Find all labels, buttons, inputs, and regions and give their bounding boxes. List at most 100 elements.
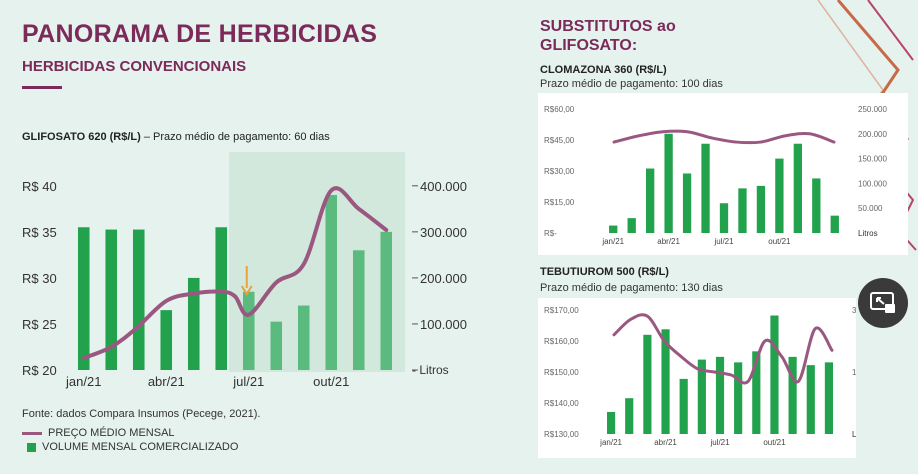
volume-bar bbox=[270, 321, 283, 370]
tebutiurom-price-line bbox=[612, 313, 834, 385]
legend-price-label: PREÇO MÉDIO MENSAL bbox=[48, 427, 175, 439]
volume-bar bbox=[352, 250, 365, 370]
volume-bar bbox=[788, 356, 797, 434]
volume-bar bbox=[775, 158, 784, 233]
arrow-head bbox=[240, 285, 253, 296]
volume-bar bbox=[643, 334, 652, 434]
left-tick-label: R$170,00 bbox=[544, 306, 579, 315]
main-chart-caption-rest: – Prazo médio de pagamento: 60 dias bbox=[140, 131, 330, 143]
legend-bar-swatch bbox=[27, 442, 36, 452]
x-tick-label: out/21 bbox=[313, 374, 349, 389]
x-tick-label: jul/21 bbox=[232, 374, 264, 389]
volume-bar bbox=[719, 203, 729, 233]
clomazona-unit-label: Litros bbox=[858, 229, 878, 238]
expand-screen-button[interactable] bbox=[858, 278, 908, 328]
volume-bar bbox=[824, 362, 834, 434]
volume-bar bbox=[132, 229, 145, 370]
legend-line-swatch bbox=[22, 431, 42, 435]
price-line bbox=[81, 186, 389, 361]
volume-bar bbox=[77, 227, 90, 370]
volume-bar bbox=[756, 185, 766, 233]
volume-bar bbox=[701, 143, 710, 233]
clomazona-chart: R$- R$15,00 R$30,00 R$45,00 R$60,00 50.000 100… bbox=[538, 93, 908, 255]
volume-bar bbox=[664, 133, 673, 233]
substitutes-title-line2: GLIFOSATO: bbox=[540, 37, 638, 54]
highlight-region bbox=[229, 152, 405, 372]
left-tick-label: R$- bbox=[544, 229, 557, 238]
panel1-subtitle: Prazo médio de pagamento: 100 dias bbox=[540, 78, 723, 90]
x-tick-label: jan/21 bbox=[601, 237, 624, 246]
volume-bar bbox=[806, 365, 815, 434]
x-tick-label: out/21 bbox=[768, 237, 791, 246]
volume-bar bbox=[679, 378, 688, 434]
title-underline bbox=[22, 86, 62, 89]
volume-bar bbox=[242, 291, 255, 370]
left-tick-label: R$130,00 bbox=[544, 430, 579, 439]
left-tick-label: R$30,00 bbox=[544, 167, 575, 176]
right-tick-label: 250.000 bbox=[858, 105, 887, 114]
volume-bar bbox=[734, 362, 743, 434]
x-tick-label: jul/21 bbox=[713, 237, 734, 246]
right-tick-label: 30.000 bbox=[852, 306, 856, 315]
legend-price: PREÇO MÉDIO MENSAL bbox=[22, 427, 175, 439]
legend-volume-label: VOLUME MENSAL COMERCIALIZADO bbox=[42, 441, 239, 453]
left-tick-label: R$160,00 bbox=[544, 337, 579, 346]
volume-bar bbox=[609, 225, 618, 233]
left-tick-label: R$150,00 bbox=[544, 368, 579, 377]
panel2-subtitle: Prazo médio de pagamento: 130 dias bbox=[540, 282, 723, 294]
substitutes-title-line1: SUBSTITUTOS ao bbox=[540, 18, 676, 35]
left-tick-label: R$45,00 bbox=[544, 136, 575, 145]
tebutiurom-unit-label: Litros bbox=[852, 430, 856, 439]
clomazona-price-line bbox=[612, 129, 836, 145]
volume-bar bbox=[715, 356, 725, 434]
x-tick-label: abr/21 bbox=[148, 374, 185, 389]
page-title: PANORAMA DE HERBICIDAS bbox=[22, 20, 378, 48]
volume-bar bbox=[812, 178, 821, 233]
left-tick-label: R$60,00 bbox=[544, 105, 575, 114]
right-tick-label: 200.000 bbox=[420, 271, 467, 286]
x-tick-label: abr/21 bbox=[654, 438, 677, 447]
x-tick-label: out/21 bbox=[763, 438, 786, 447]
volume-bar bbox=[793, 143, 802, 233]
volume-bar bbox=[297, 305, 310, 370]
right-tick-label: 400.000 bbox=[420, 179, 467, 194]
volume-bar bbox=[606, 411, 616, 434]
tebutiurom-chart: R$130,00 R$140,00 R$150,00 R$160,00 R$170,00… bbox=[538, 298, 856, 458]
right-tick-label: 100.000 bbox=[858, 179, 887, 188]
expand-screen-icon bbox=[870, 292, 895, 313]
volume-bar bbox=[325, 195, 338, 370]
x-tick-label: jul/21 bbox=[709, 438, 730, 447]
volume-bar bbox=[682, 173, 692, 233]
volume-bar bbox=[187, 277, 200, 370]
right-tick-label: 300.000 bbox=[420, 225, 467, 240]
volume-bar bbox=[752, 351, 761, 434]
left-tick-label: R$ 30 bbox=[22, 271, 57, 286]
left-tick-label: R$ 20 bbox=[22, 363, 57, 378]
glifosato-chart: R$ 20 R$ 25 R$ 30 R$ 35 R$ 40 100.000 200.000… bbox=[22, 152, 467, 389]
source-note: Fonte: dados Compara Insumos (Pecege, 20… bbox=[22, 408, 261, 420]
main-chart-caption-bold: GLIFOSATO 620 (R$/L) bbox=[22, 131, 141, 143]
volume-bar bbox=[646, 168, 655, 233]
main-chart-caption: GLIFOSATO 620 (R$/L) – Prazo médio de pa… bbox=[22, 131, 330, 143]
volume-bar bbox=[661, 329, 670, 434]
right-tick-label: 200.000 bbox=[858, 130, 887, 139]
legend-volume: VOLUME MENSAL COMERCIALIZADO bbox=[22, 441, 238, 453]
right-tick-label: 100.000 bbox=[420, 317, 467, 332]
volume-bar bbox=[627, 218, 636, 233]
left-tick-label: R$140,00 bbox=[544, 399, 579, 408]
panel1-title: CLOMAZONA 360 (R$/L) bbox=[540, 64, 667, 76]
left-tick-label: R$ 25 bbox=[22, 317, 57, 332]
volume-bar bbox=[380, 231, 393, 370]
right-tick-label: 15.000 bbox=[852, 368, 856, 377]
x-tick-label: abr/21 bbox=[657, 237, 680, 246]
volume-bar bbox=[830, 215, 839, 233]
volume-bar bbox=[625, 398, 634, 434]
left-tick-label: R$ 35 bbox=[22, 225, 57, 240]
right-tick-label: 50.000 bbox=[858, 204, 883, 213]
x-tick-label: jan/21 bbox=[65, 374, 101, 389]
down-arrow-icon bbox=[240, 266, 253, 296]
substitutes-title: SUBSTITUTOS ao GLIFOSATO: bbox=[540, 17, 676, 55]
volume-bar bbox=[215, 227, 228, 370]
volume-bar bbox=[738, 188, 747, 233]
volume-bar bbox=[160, 310, 173, 370]
